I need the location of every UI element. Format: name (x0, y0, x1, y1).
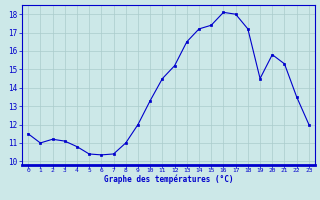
X-axis label: Graphe des températures (°C): Graphe des températures (°C) (104, 175, 233, 184)
